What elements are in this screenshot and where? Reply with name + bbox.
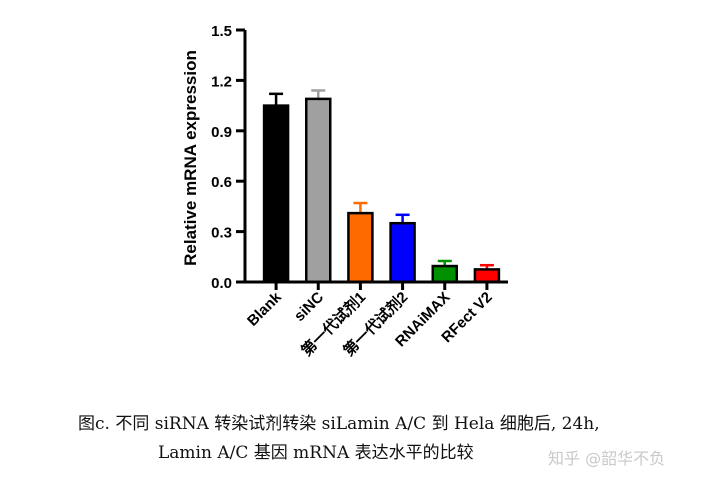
y-axis: 0.0 0.3 0.6 0.9 1.2 1.5 bbox=[211, 23, 247, 292]
bar-1 bbox=[305, 97, 332, 284]
watermark-text: 知乎 @韶华不负 bbox=[548, 449, 666, 468]
bar-0 bbox=[262, 104, 290, 284]
bar-3 bbox=[389, 221, 416, 284]
y-tick-label: 1.2 bbox=[211, 73, 232, 90]
y-tick-label: 1.5 bbox=[211, 23, 232, 40]
bar-5 bbox=[473, 268, 501, 284]
bars bbox=[262, 89, 501, 284]
y-tick-label: 0.0 bbox=[211, 275, 232, 292]
y-tick-label: 0.6 bbox=[211, 174, 232, 191]
x-tick-label: Blank bbox=[244, 288, 285, 329]
caption-line-2: Lamin A/C 基因 mRNA 表达水平的比较 bbox=[158, 443, 474, 463]
y-axis-label: Relative mRNA expression bbox=[181, 50, 200, 266]
bar-chart: 0.0 0.3 0.6 0.9 1.2 1.5 Blank siNC第一代试剂1第一代试剂2… bbox=[181, 23, 508, 360]
caption-line-1: 图c. 不同 siRNA 转染试剂转染 siLamin A/C 到 Hela 细… bbox=[78, 414, 600, 434]
bar-2 bbox=[347, 211, 374, 284]
y-tick-label: 0.3 bbox=[211, 225, 232, 242]
bar-4 bbox=[431, 264, 458, 284]
x-tick-label: siNC bbox=[291, 289, 327, 325]
y-tick-label: 0.9 bbox=[211, 124, 232, 141]
